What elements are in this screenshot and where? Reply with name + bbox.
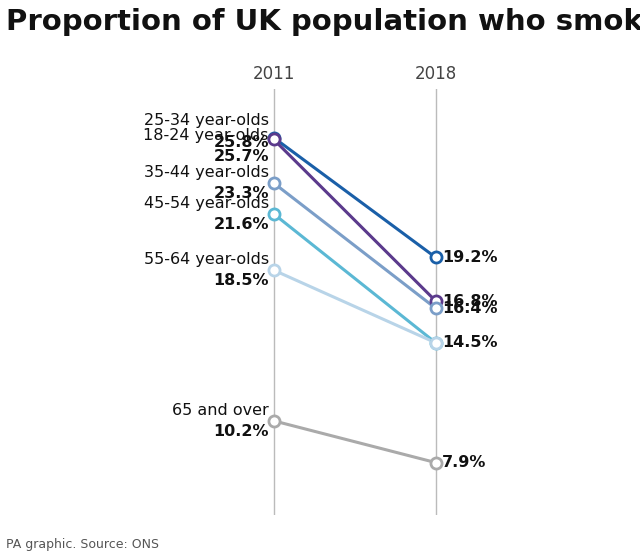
Text: 55-64 year-olds: 55-64 year-olds <box>144 252 269 267</box>
Text: 2011: 2011 <box>253 65 295 83</box>
Text: 18-24 year-olds: 18-24 year-olds <box>143 127 269 142</box>
Text: 21.6%: 21.6% <box>213 217 269 232</box>
Text: 45-54 year-olds: 45-54 year-olds <box>144 196 269 211</box>
Text: 25-34 year-olds: 25-34 year-olds <box>144 113 269 128</box>
Text: PA graphic. Source: ONS: PA graphic. Source: ONS <box>6 538 159 551</box>
Text: Proportion of UK population who smoke: Proportion of UK population who smoke <box>6 8 640 37</box>
Text: 14.5%: 14.5% <box>442 335 498 350</box>
Text: 7.9%: 7.9% <box>442 455 486 470</box>
Text: 18.5%: 18.5% <box>213 274 269 289</box>
Text: 35-44 year-olds: 35-44 year-olds <box>144 165 269 179</box>
Text: 19.2%: 19.2% <box>442 250 498 265</box>
Text: 65 and over: 65 and over <box>172 403 269 418</box>
Text: 2018: 2018 <box>415 65 457 83</box>
Text: 10.2%: 10.2% <box>213 424 269 439</box>
Text: 23.3%: 23.3% <box>213 186 269 201</box>
Text: 16.8%: 16.8% <box>442 294 498 309</box>
Text: 16.4%: 16.4% <box>442 301 498 316</box>
Text: 25.8%: 25.8% <box>213 135 269 150</box>
Text: 25.7%: 25.7% <box>213 149 269 164</box>
